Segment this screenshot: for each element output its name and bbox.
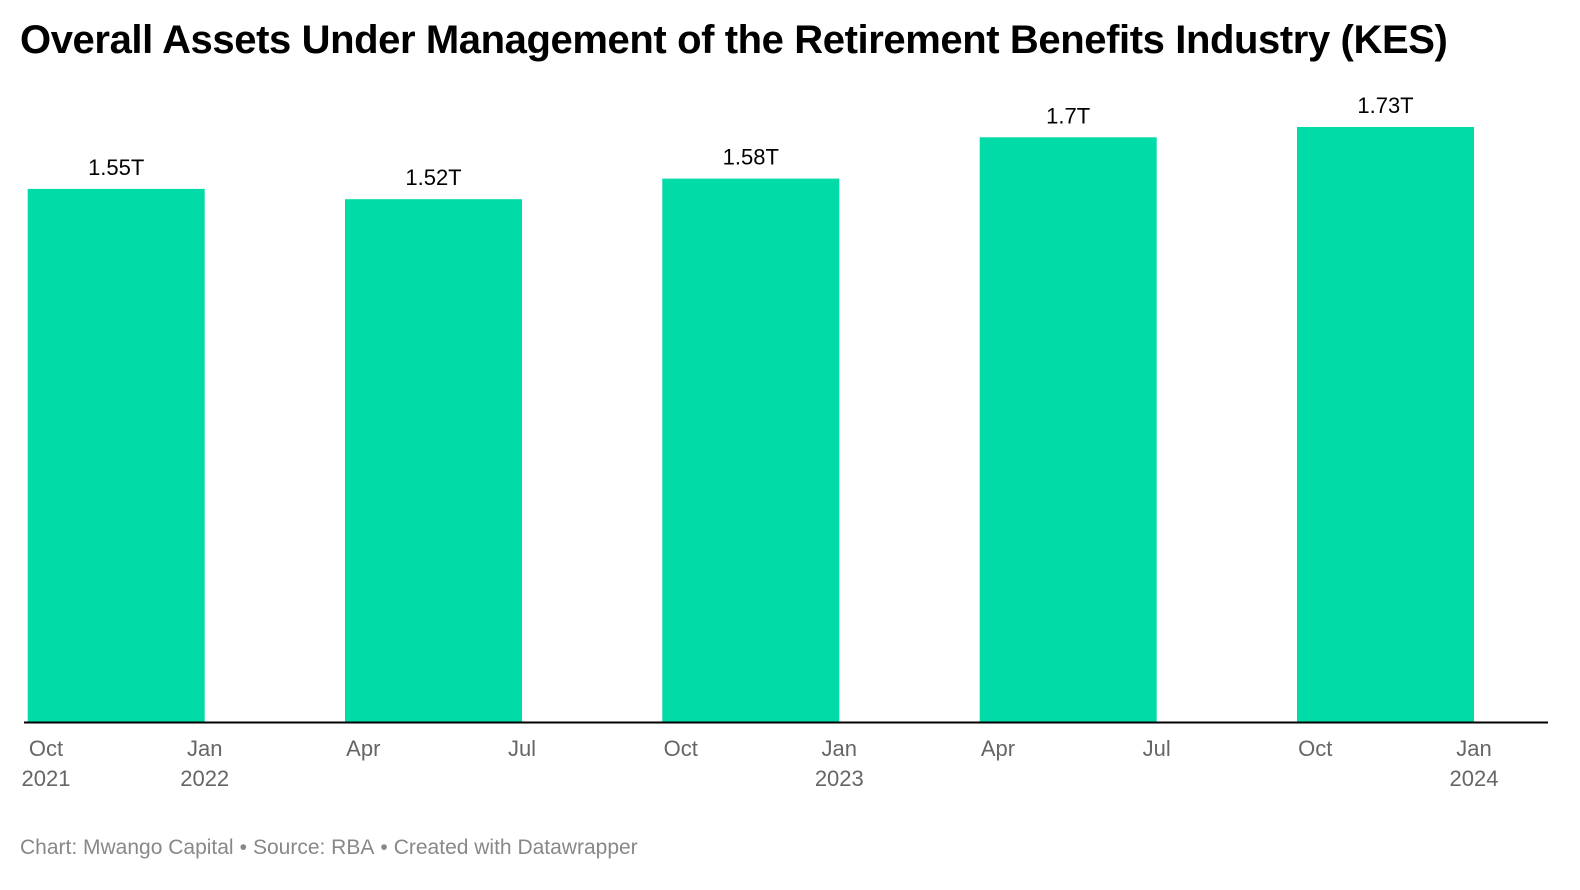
x-tick-label-2023-07-01: Jul xyxy=(1143,736,1171,761)
chart-footer: Chart: Mwango Capital • Source: RBA • Create… xyxy=(20,836,638,860)
x-tick-year-2024: 2024 xyxy=(1450,766,1499,791)
x-tick-label-2022-01-01: Jan xyxy=(187,736,222,761)
x-tick-label-2023-04-01: Apr xyxy=(981,736,1015,761)
x-tick-label-2021-10-01: Oct xyxy=(29,736,63,761)
chart-credit: Chart: Mwango Capital xyxy=(20,836,234,859)
created-with-credit: Created with Datawrapper xyxy=(393,836,638,859)
x-tick-label-2022-04-01: Apr xyxy=(346,736,380,761)
x-tick-year-2023: 2023 xyxy=(815,766,864,791)
bar-2022-12 xyxy=(662,178,840,723)
chart-title: Overall Assets Under Management of the R… xyxy=(20,18,1448,62)
x-tick-label-2023-10-01: Oct xyxy=(1298,736,1332,761)
x-tick-year-2022: 2022 xyxy=(180,766,229,791)
x-tick-label-2024-01-01: Jan xyxy=(1456,736,1491,761)
x-tick-label-2022-07-01: Jul xyxy=(508,736,536,761)
value-label-2023-06: 1.7T xyxy=(1046,103,1090,128)
x-tick-label-2023-01-01: Jan xyxy=(822,736,857,761)
x-tick-label-2022-10-01: Oct xyxy=(664,736,698,761)
chart-source: Source: RBA xyxy=(252,836,375,859)
footer-separator: • xyxy=(380,836,388,859)
value-labels-group: 1.55T 1.52T 1.58T 1.7T 1.73T xyxy=(88,93,1414,190)
value-label-2021-12: 1.55T xyxy=(88,155,144,180)
x-tick-year-2021: 2021 xyxy=(22,766,71,791)
x-axis-ticks-group: Oct 2021 Jan 2022 Apr Jul Oct Jan 2023 Apr Jul Oct J… xyxy=(22,736,1499,791)
bars-group xyxy=(27,127,1474,723)
bar-2023-12 xyxy=(1297,127,1474,722)
bar-2022-06 xyxy=(345,199,522,722)
value-label-2022-12: 1.58T xyxy=(723,145,779,170)
bar-2023-06 xyxy=(979,137,1157,723)
footer-separator: • xyxy=(239,836,247,859)
value-label-2022-06: 1.52T xyxy=(405,165,461,190)
bar-2021-12 xyxy=(27,188,205,722)
value-label-2023-12: 1.73T xyxy=(1357,93,1413,118)
